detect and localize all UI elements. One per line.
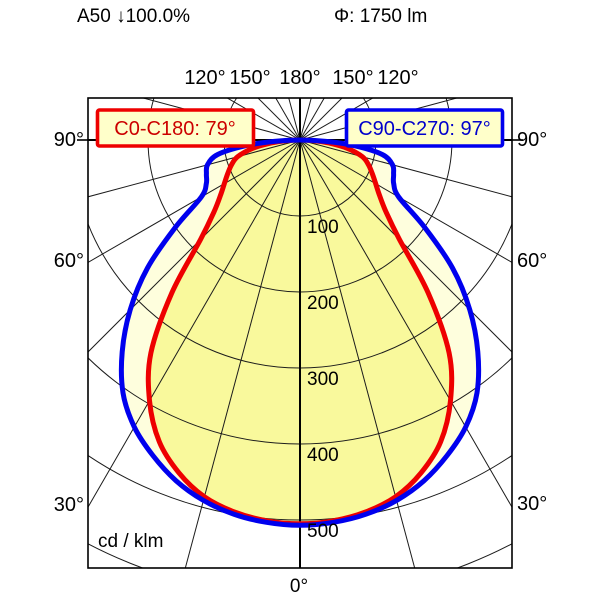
left-angle-30: 30°	[54, 494, 84, 516]
right-angle-90: 90°	[517, 129, 547, 151]
top-angle-120-right: 120°	[377, 67, 418, 89]
radial-line-75	[299, 139, 512, 198]
radial-line-15	[184, 139, 301, 568]
left-angle-60: 60°	[54, 250, 84, 272]
header-flux-label: Φ: 1750 lm	[334, 6, 427, 27]
top-angle-150-right: 150°	[332, 67, 373, 89]
radial-tick-label-100: 100	[307, 217, 339, 238]
radial-tick-label-400: 400	[307, 445, 339, 466]
radial-line-75	[88, 139, 301, 198]
chart-frame	[87, 97, 513, 569]
left-angle-90: 90°	[54, 129, 84, 151]
legend-box-c0-c180	[95, 108, 256, 148]
radial-line-15	[299, 139, 416, 568]
radial-line-45	[299, 139, 512, 353]
radial-line-30	[299, 139, 512, 509]
right-angle-60: 60°	[517, 250, 547, 272]
unit-label: cd / klm	[98, 531, 163, 552]
header-mounting-label: A50 ↓100.0%	[77, 6, 190, 27]
top-angle-120-left: 120°	[184, 67, 225, 89]
top-angle-150-left: 150°	[229, 67, 270, 89]
radial-line-60	[299, 139, 512, 263]
legend-box-c90-c270	[344, 108, 505, 148]
radial-tick-label-500: 500	[307, 521, 339, 542]
radial-tick-label-200: 200	[307, 293, 339, 314]
radial-tick-label-300: 300	[307, 369, 339, 390]
right-angle-30: 30°	[517, 493, 547, 515]
top-angle-180: 180°	[279, 67, 320, 89]
bottom-angle-0: 0°	[290, 576, 308, 597]
legend-label-c0-c180: C0-C180: 79°	[114, 118, 235, 140]
legend-label-c90-c270: C90-C270: 97°	[358, 118, 491, 140]
radial-line-30	[88, 139, 301, 509]
radial-line-45	[88, 139, 301, 353]
radial-line-60	[88, 139, 301, 263]
curve-c90-c270	[118, 137, 482, 528]
